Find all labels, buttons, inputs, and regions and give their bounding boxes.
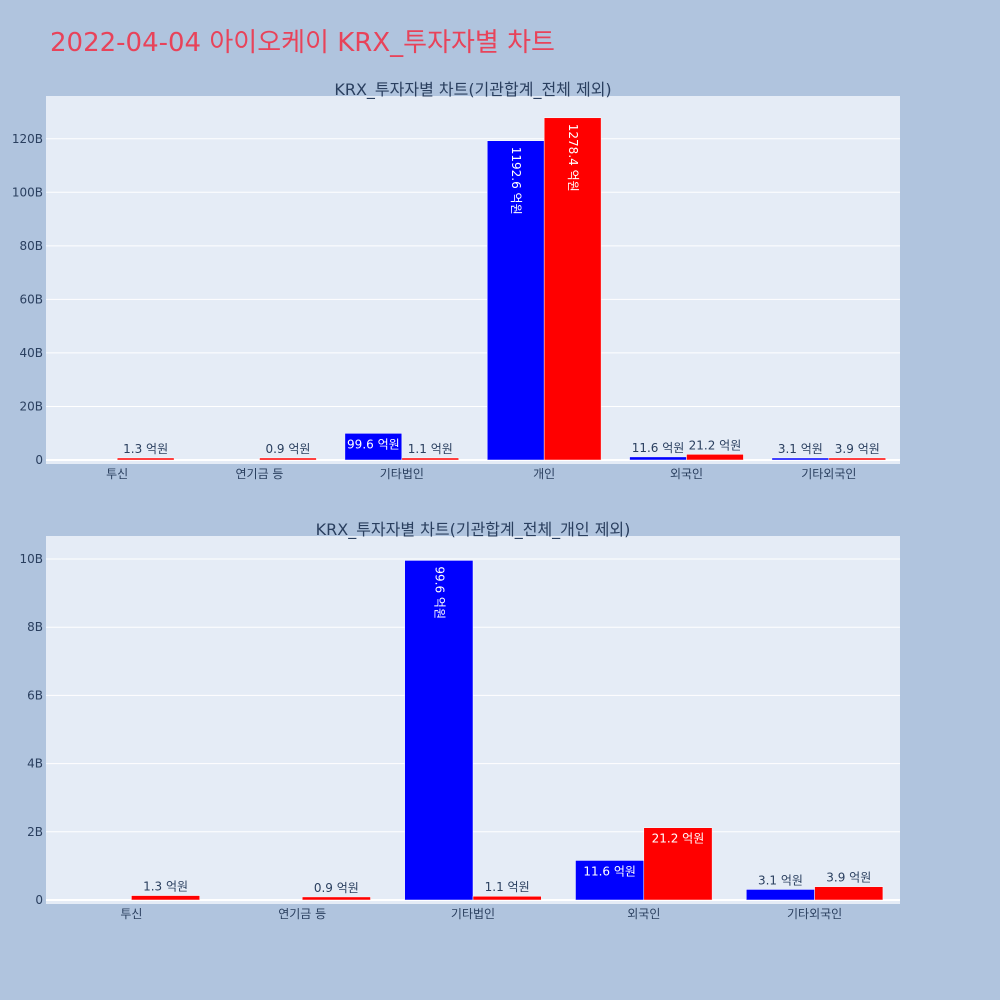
chart1-xtick-label: 연기금 등 bbox=[236, 467, 284, 481]
chart1-xtick-label: 외국인 bbox=[670, 467, 703, 481]
chart-top: KRX_투자자별 차트(기관합계_전체 제외) 0 20B 40B 60B 80B 100B… bbox=[12, 80, 900, 481]
chart2-ytick-label: 8B bbox=[27, 620, 43, 634]
chart2-data-label: 3.9 억원 bbox=[826, 871, 871, 885]
chart2-data-label: 1.3 억원 bbox=[143, 880, 188, 894]
chart1-data-label: 1192.6 억원 bbox=[509, 147, 523, 215]
chart1-bar bbox=[344, 433, 403, 461]
chart1-data-label: 1.3 억원 bbox=[123, 442, 168, 456]
chart2-data-label: 1.1 억원 bbox=[485, 880, 530, 894]
chart2-xtick-label: 투신 bbox=[120, 907, 142, 921]
chart2-xtick-label: 기타외국인 bbox=[787, 907, 842, 921]
chart1-data-label: 0.9 억원 bbox=[265, 442, 310, 456]
chart2-bar bbox=[814, 886, 884, 901]
chart1-bar bbox=[486, 140, 545, 461]
chart2-ytick-label: 6B bbox=[27, 688, 43, 702]
chart2-ytick-label: 0 bbox=[35, 893, 43, 907]
chart1-ytick-label: 80B bbox=[19, 239, 43, 253]
chart1-data-label: 11.6 억원 bbox=[632, 441, 685, 455]
chart2-ytick-label: 2B bbox=[27, 825, 43, 839]
chart1-bar bbox=[116, 457, 175, 461]
chart1-xtick-label: 개인 bbox=[533, 467, 555, 481]
chart1-xtick-label: 기타외국인 bbox=[801, 467, 856, 481]
chart1-ytick-label: 40B bbox=[19, 346, 43, 360]
chart1-data-label: 1.1 억원 bbox=[408, 442, 453, 456]
chart2-data-label: 11.6 억원 bbox=[583, 864, 636, 878]
chart2-bar bbox=[404, 560, 474, 901]
chart1-xtick-label: 기타법인 bbox=[380, 467, 424, 481]
chart1-bar bbox=[828, 457, 887, 461]
chart2-xtick-label: 기타법인 bbox=[451, 907, 495, 921]
chart2-data-label: 99.6 억원 bbox=[432, 566, 446, 619]
chart1-ytick-label: 60B bbox=[19, 292, 43, 306]
chart1-bar bbox=[543, 117, 602, 461]
chart1-data-label: 3.1 억원 bbox=[778, 442, 823, 456]
chart1-data-label: 99.6 억원 bbox=[347, 437, 400, 451]
chart1-data-label: 1278.4 억원 bbox=[566, 124, 580, 192]
chart2-title: KRX_투자자별 차트(기관합계_전체_개인 제외) bbox=[316, 520, 631, 540]
chart2-bar bbox=[301, 896, 371, 901]
chart2-bar bbox=[746, 889, 815, 901]
chart1-bar bbox=[259, 457, 317, 461]
chart2-ytick-label: 4B bbox=[27, 757, 43, 771]
chart2-bar bbox=[131, 895, 200, 901]
chart1-plot-area bbox=[46, 96, 900, 464]
chart1-data-label: 21.2 억원 bbox=[689, 438, 742, 452]
page-title: 2022-04-04 아이오케이 KRX_투자자별 차트 bbox=[50, 28, 555, 58]
chart2-ytick-label: 10B bbox=[19, 552, 43, 566]
chart2-data-label: 0.9 억원 bbox=[314, 881, 359, 895]
chart1-bar bbox=[401, 457, 460, 461]
chart1-xtick-label: 투신 bbox=[106, 467, 128, 481]
chart1-data-label: 3.9 억원 bbox=[835, 442, 880, 456]
chart2-xtick-label: 외국인 bbox=[627, 907, 660, 921]
chart1-ytick-label: 120B bbox=[12, 132, 43, 146]
chart2-data-label: 3.1 억원 bbox=[758, 873, 803, 887]
chart2-bar bbox=[575, 860, 645, 901]
chart1-ytick-label: 100B bbox=[12, 185, 43, 199]
chart2-bar bbox=[643, 827, 713, 901]
chart2-bar bbox=[472, 895, 542, 901]
chart1-bar bbox=[686, 454, 744, 461]
chart2-xtick-label: 연기금 등 bbox=[278, 907, 326, 921]
chart1-ytick-label: 20B bbox=[19, 399, 43, 413]
chart2-data-label: 21.2 억원 bbox=[652, 832, 705, 846]
chart1-title: KRX_투자자별 차트(기관합계_전체 제외) bbox=[334, 80, 611, 100]
chart1-ytick-label: 0 bbox=[35, 453, 43, 467]
